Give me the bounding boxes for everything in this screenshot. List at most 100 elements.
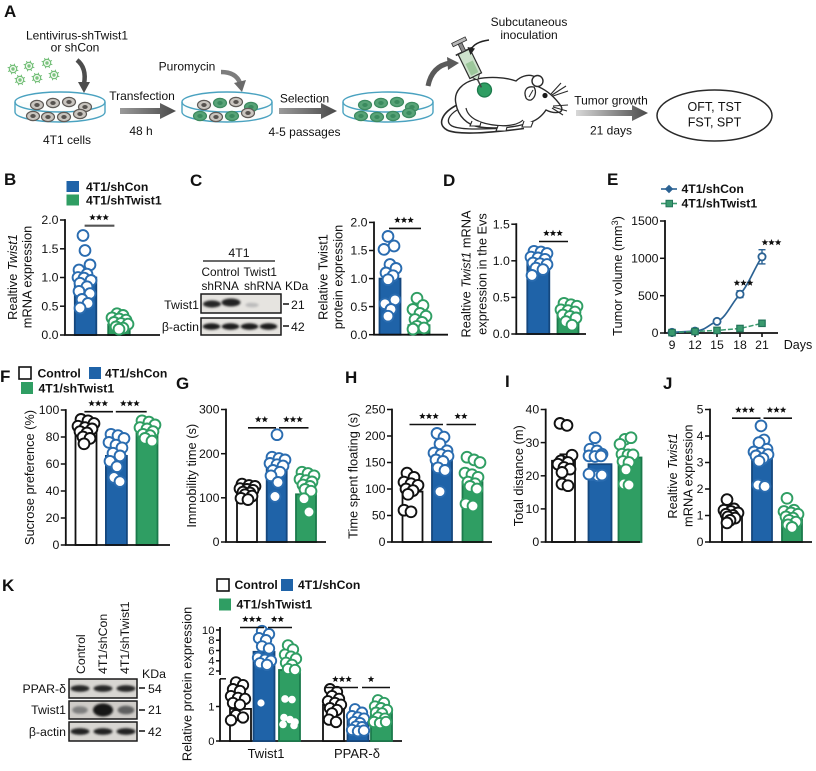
svg-text:4T1/shCon: 4T1/shCon xyxy=(298,578,360,592)
svg-text:500: 500 xyxy=(638,289,659,303)
svg-text:4T1/shCon: 4T1/shCon xyxy=(682,182,744,196)
svg-text:β-actin: β-actin xyxy=(29,725,66,739)
svg-text:shRNA: shRNA xyxy=(202,279,239,293)
svg-text:0.0: 0.0 xyxy=(493,327,510,341)
svg-text:J: J xyxy=(663,374,672,393)
svg-text:18: 18 xyxy=(733,338,747,352)
svg-text:Puromycin: Puromycin xyxy=(159,60,216,74)
svg-text:Subcutaneous: Subcutaneous xyxy=(491,15,568,29)
svg-text:F: F xyxy=(0,367,10,386)
svg-text:Realtive Twist1: Realtive Twist1 xyxy=(665,433,680,519)
svg-text:50: 50 xyxy=(372,509,386,523)
svg-text:21 days: 21 days xyxy=(590,124,632,138)
svg-text:KDa: KDa xyxy=(142,667,166,681)
svg-text:0.5: 0.5 xyxy=(350,300,367,314)
svg-text:A: A xyxy=(4,2,16,21)
svg-text:Total distance (m): Total distance (m) xyxy=(511,425,526,526)
svg-text:5: 5 xyxy=(697,403,704,417)
svg-text:20: 20 xyxy=(46,511,60,525)
svg-text:0: 0 xyxy=(652,326,659,340)
svg-text:4T1/shCon: 4T1/shCon xyxy=(86,180,148,194)
svg-text:80: 80 xyxy=(46,430,60,444)
svg-text:10: 10 xyxy=(202,625,215,637)
svg-text:I: I xyxy=(505,372,510,391)
svg-text:2.0: 2.0 xyxy=(41,213,58,227)
svg-text:0: 0 xyxy=(379,535,386,549)
svg-text:Realtive Twist1 mRNA: Realtive Twist1 mRNA xyxy=(459,210,474,338)
svg-text:21: 21 xyxy=(148,703,162,717)
svg-text:30: 30 xyxy=(526,436,540,450)
svg-text:KDa: KDa xyxy=(285,279,309,293)
svg-text:4T1/shTwist1: 4T1/shTwist1 xyxy=(86,194,162,208)
svg-text:Time spent floating (s): Time spent floating (s) xyxy=(346,413,361,539)
svg-text:0: 0 xyxy=(213,535,220,549)
svg-text:1000: 1000 xyxy=(631,252,659,266)
svg-text:1.0: 1.0 xyxy=(493,254,510,268)
svg-text:Twist1: Twist1 xyxy=(244,265,277,279)
svg-text:1.5: 1.5 xyxy=(41,242,58,256)
svg-text:expression in the Evs: expression in the Evs xyxy=(475,213,490,335)
svg-text:1: 1 xyxy=(208,701,214,713)
svg-text:2: 2 xyxy=(208,666,214,678)
svg-text:0: 0 xyxy=(52,538,59,552)
svg-text:4T1: 4T1 xyxy=(228,246,249,260)
svg-text:mRNA expression: mRNA expression xyxy=(20,226,35,328)
svg-text:1.0: 1.0 xyxy=(350,272,367,286)
svg-text:β-actin: β-actin xyxy=(162,320,199,334)
svg-text:15: 15 xyxy=(710,338,724,352)
svg-text:Twist1: Twist1 xyxy=(164,298,199,312)
svg-text:21: 21 xyxy=(755,338,769,352)
svg-text:FST, SPT: FST, SPT xyxy=(688,116,742,130)
svg-text:or shCon: or shCon xyxy=(51,41,100,55)
svg-text:0.5: 0.5 xyxy=(493,291,510,305)
svg-text:0.5: 0.5 xyxy=(41,299,58,313)
svg-text:shRNA: shRNA xyxy=(244,279,281,293)
svg-text:Transfection: Transfection xyxy=(109,89,175,103)
svg-text:0: 0 xyxy=(697,535,704,549)
svg-text:4T1/shTwist1: 4T1/shTwist1 xyxy=(237,598,313,612)
svg-text:4T1/shCon: 4T1/shCon xyxy=(105,367,167,381)
svg-text:K: K xyxy=(2,576,15,595)
svg-text:1.0: 1.0 xyxy=(41,271,58,285)
svg-text:1.5: 1.5 xyxy=(350,244,367,258)
svg-text:4T1/shTwist1: 4T1/shTwist1 xyxy=(682,197,758,211)
svg-text:1500: 1500 xyxy=(631,214,659,228)
svg-text:0.0: 0.0 xyxy=(41,328,58,342)
svg-text:Twist1: Twist1 xyxy=(248,746,285,761)
svg-text:20: 20 xyxy=(526,469,540,483)
svg-text:100: 100 xyxy=(39,403,60,417)
svg-text:0.0: 0.0 xyxy=(350,328,367,342)
svg-text:C: C xyxy=(190,171,202,190)
svg-text:9: 9 xyxy=(669,338,676,352)
svg-text:10: 10 xyxy=(526,502,540,516)
svg-text:mRNA expression: mRNA expression xyxy=(681,425,696,527)
svg-text:Days: Days xyxy=(784,338,812,352)
svg-text:Tumor growth: Tumor growth xyxy=(574,94,648,108)
svg-text:D: D xyxy=(443,171,455,190)
svg-text:1.5: 1.5 xyxy=(493,217,510,231)
svg-text:Control: Control xyxy=(38,367,81,381)
svg-text:4: 4 xyxy=(697,429,704,443)
svg-text:6: 6 xyxy=(208,645,214,657)
svg-text:2.0: 2.0 xyxy=(350,216,367,230)
svg-text:4T1/shTwist1: 4T1/shTwist1 xyxy=(39,382,115,396)
svg-text:PPAR-δ: PPAR-δ xyxy=(22,682,66,696)
svg-text:Relative Twist1: Relative Twist1 xyxy=(316,234,331,320)
svg-text:4T1/shTwist1: 4T1/shTwist1 xyxy=(118,601,132,674)
svg-text:3: 3 xyxy=(697,456,704,470)
svg-text:PPAR-δ: PPAR-δ xyxy=(334,746,380,761)
svg-text:250: 250 xyxy=(365,403,386,417)
svg-text:1: 1 xyxy=(697,509,704,523)
svg-text:42: 42 xyxy=(291,320,305,334)
svg-text:4T1 cells: 4T1 cells xyxy=(43,133,91,147)
svg-text:200: 200 xyxy=(199,447,220,461)
svg-text:200: 200 xyxy=(365,429,386,443)
svg-text:H: H xyxy=(345,368,357,387)
svg-text:100: 100 xyxy=(199,491,220,505)
svg-text:Control: Control xyxy=(74,634,88,674)
svg-text:G: G xyxy=(176,374,189,393)
svg-text:100: 100 xyxy=(365,482,386,496)
svg-text:4-5 passages: 4-5 passages xyxy=(268,125,340,139)
svg-text:4: 4 xyxy=(208,656,214,668)
svg-text:60: 60 xyxy=(46,457,60,471)
